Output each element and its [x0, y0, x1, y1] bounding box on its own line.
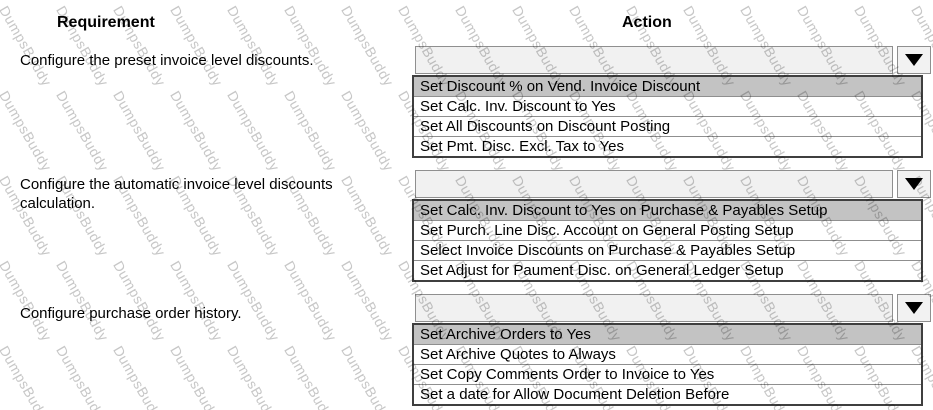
dropdown-options-list-3: Set Archive Orders to Yes Set Archive Qu…	[412, 323, 923, 406]
action-select-3[interactable]	[415, 294, 893, 322]
requirement-text-2: Configure the automatic invoice level di…	[20, 176, 333, 212]
watermark-text: DumpsBuddy	[281, 258, 341, 344]
dropdown-arrow-button-1[interactable]	[897, 46, 931, 74]
action-dropdown-group-1: Set Discount % on Vend. Invoice Discount…	[412, 46, 933, 166]
requirement-text-1: Configure the preset invoice level disco…	[20, 52, 314, 69]
dropdown-option[interactable]: Set Discount % on Vend. Invoice Discount	[414, 77, 921, 96]
dropdown-options-list-2: Set Calc. Inv. Discount to Yes on Purcha…	[412, 199, 923, 282]
watermark-text: DumpsBuddy	[0, 3, 56, 89]
watermark-text: DumpsBuddy	[224, 88, 284, 174]
dropdown-option[interactable]: Select Invoice Discounts on Purchase & P…	[414, 240, 921, 260]
caret-down-icon	[905, 54, 923, 66]
watermark-text: DumpsBuddy	[110, 88, 170, 174]
dropdown-arrow-button-3[interactable]	[897, 294, 931, 322]
watermark-text: DumpsBuddy	[224, 343, 284, 410]
dropdown-option[interactable]: Set a date for Allow Document Deletion B…	[414, 384, 921, 404]
dropdown-option[interactable]: Set Adjust for Paument Disc. on General …	[414, 260, 921, 280]
watermark-text: DumpsBuddy	[0, 343, 56, 410]
watermark-text: DumpsBuddy	[53, 88, 113, 174]
watermark-text: DumpsBuddy	[224, 258, 284, 344]
watermark-text: DumpsBuddy	[338, 3, 398, 89]
watermark-text: DumpsBuddy	[53, 258, 113, 344]
watermark-text: DumpsBuddy	[338, 88, 398, 174]
requirement-text-3: Configure purchase order history.	[20, 305, 242, 322]
dropdown-option[interactable]: Set Pmt. Disc. Excl. Tax to Yes	[414, 136, 921, 156]
watermark-text: DumpsBuddy	[281, 88, 341, 174]
dropdown-option[interactable]: Set All Discounts on Discount Posting	[414, 116, 921, 136]
dropdown-option[interactable]: Set Archive Orders to Yes	[414, 325, 921, 344]
dropdown-option[interactable]: Set Calc. Inv. Discount to Yes	[414, 96, 921, 116]
dropdown-option[interactable]: Set Archive Quotes to Always	[414, 344, 921, 364]
action-select-1[interactable]	[415, 46, 893, 74]
dropdown-option[interactable]: Set Calc. Inv. Discount to Yes on Purcha…	[414, 201, 921, 220]
action-select-2[interactable]	[415, 170, 893, 198]
watermark-text: DumpsBuddy	[167, 3, 227, 89]
caret-down-icon	[905, 302, 923, 314]
caret-down-icon	[905, 178, 923, 190]
action-header: Action	[622, 14, 672, 31]
watermark-text: DumpsBuddy	[110, 258, 170, 344]
dropdown-option[interactable]: Set Purch. Line Disc. Account on General…	[414, 220, 921, 240]
watermark-text: DumpsBuddy	[53, 343, 113, 410]
watermark-text: DumpsBuddy	[281, 3, 341, 89]
watermark-text: DumpsBuddy	[167, 343, 227, 410]
watermark-text: DumpsBuddy	[167, 88, 227, 174]
watermark-text: DumpsBuddy	[338, 258, 398, 344]
watermark-text: DumpsBuddy	[167, 258, 227, 344]
requirement-header: Requirement	[57, 14, 155, 31]
dropdown-options-list-1: Set Discount % on Vend. Invoice Discount…	[412, 75, 923, 158]
watermark-text: DumpsBuddy	[281, 343, 341, 410]
watermark-text: DumpsBuddy	[0, 258, 56, 344]
watermark-text: DumpsBuddy	[224, 3, 284, 89]
watermark-text: DumpsBuddy	[0, 88, 56, 174]
dropdown-arrow-button-2[interactable]	[897, 170, 931, 198]
watermark-text: DumpsBuddy	[338, 343, 398, 410]
watermark-text: DumpsBuddy	[110, 343, 170, 410]
action-dropdown-group-3: Set Archive Orders to Yes Set Archive Qu…	[412, 294, 933, 410]
dropdown-option[interactable]: Set Copy Comments Order to Invoice to Ye…	[414, 364, 921, 384]
action-dropdown-group-2: Set Calc. Inv. Discount to Yes on Purcha…	[412, 170, 933, 290]
